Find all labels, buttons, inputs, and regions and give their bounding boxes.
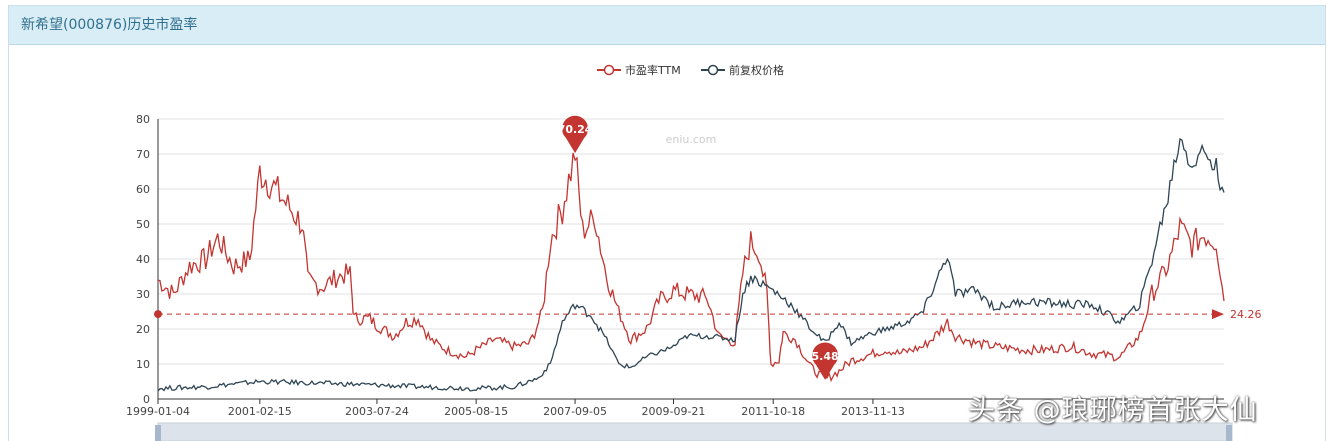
x-tick-label: 2009-09-21 — [642, 405, 706, 418]
y-tick-label: 60 — [136, 183, 150, 196]
legend-circle-icon — [707, 64, 719, 76]
data-zoom-slider[interactable] — [155, 422, 1233, 441]
y-tick-label: 40 — [136, 253, 150, 266]
y-tick-label: 50 — [136, 218, 150, 231]
price-series-line — [157, 137, 1225, 392]
data-zoom-left-handle — [155, 425, 161, 441]
y-tick-label: 30 — [136, 288, 150, 301]
data-zoom-right-handle — [1226, 425, 1232, 441]
y-tick-label: 20 — [136, 323, 150, 336]
pe-ttm-series-line — [157, 152, 1225, 383]
min-mark-pin: 5.48 — [812, 342, 839, 380]
y-tick-label: 70 — [136, 148, 150, 161]
x-tick-label: 2013-11-13 — [841, 405, 905, 418]
average-mark-start-dot — [154, 310, 162, 319]
legend-item-pe-ttm[interactable]: 市盈率TTM — [597, 63, 681, 77]
x-tick-label: 2011-10-18 — [741, 405, 805, 418]
x-tick-label: 2001-02-15 — [228, 405, 292, 418]
panel-title: 新希望(000876)历史市盈率 — [9, 6, 1325, 45]
legend-label: 市盈率TTM — [625, 63, 681, 77]
author-watermark: 头条 @琅琊榜首张大仙 — [968, 395, 1258, 426]
site-watermark: eniu.com — [666, 133, 717, 146]
average-mark-arrow — [1212, 309, 1224, 320]
x-tick-label: 2005-08-15 — [444, 405, 508, 418]
legend-label: 前复权价格 — [729, 63, 784, 77]
mark-pin-shape — [812, 342, 839, 380]
average-mark-label: 24.26 — [1230, 308, 1262, 321]
y-tick-label: 80 — [136, 113, 150, 126]
mark-pin-label: 70.24 — [558, 123, 593, 136]
mark-pin-shape — [562, 115, 589, 154]
legend-item-price[interactable]: 前复权价格 — [701, 63, 784, 77]
x-tick-label: 1999-01-04 — [126, 405, 190, 418]
legend-circle-icon — [603, 64, 615, 76]
chart-panel: 新希望(000876)历史市盈率 — [8, 5, 1326, 441]
y-tick-label: 0 — [143, 393, 150, 406]
mark-pin-label: 5.48 — [812, 350, 839, 363]
x-tick-label: 2003-07-24 — [345, 405, 409, 418]
x-tick-label: 2007-09-05 — [543, 405, 607, 418]
max-mark-pin: 70.24 — [558, 115, 593, 154]
y-tick-label: 10 — [136, 358, 150, 371]
